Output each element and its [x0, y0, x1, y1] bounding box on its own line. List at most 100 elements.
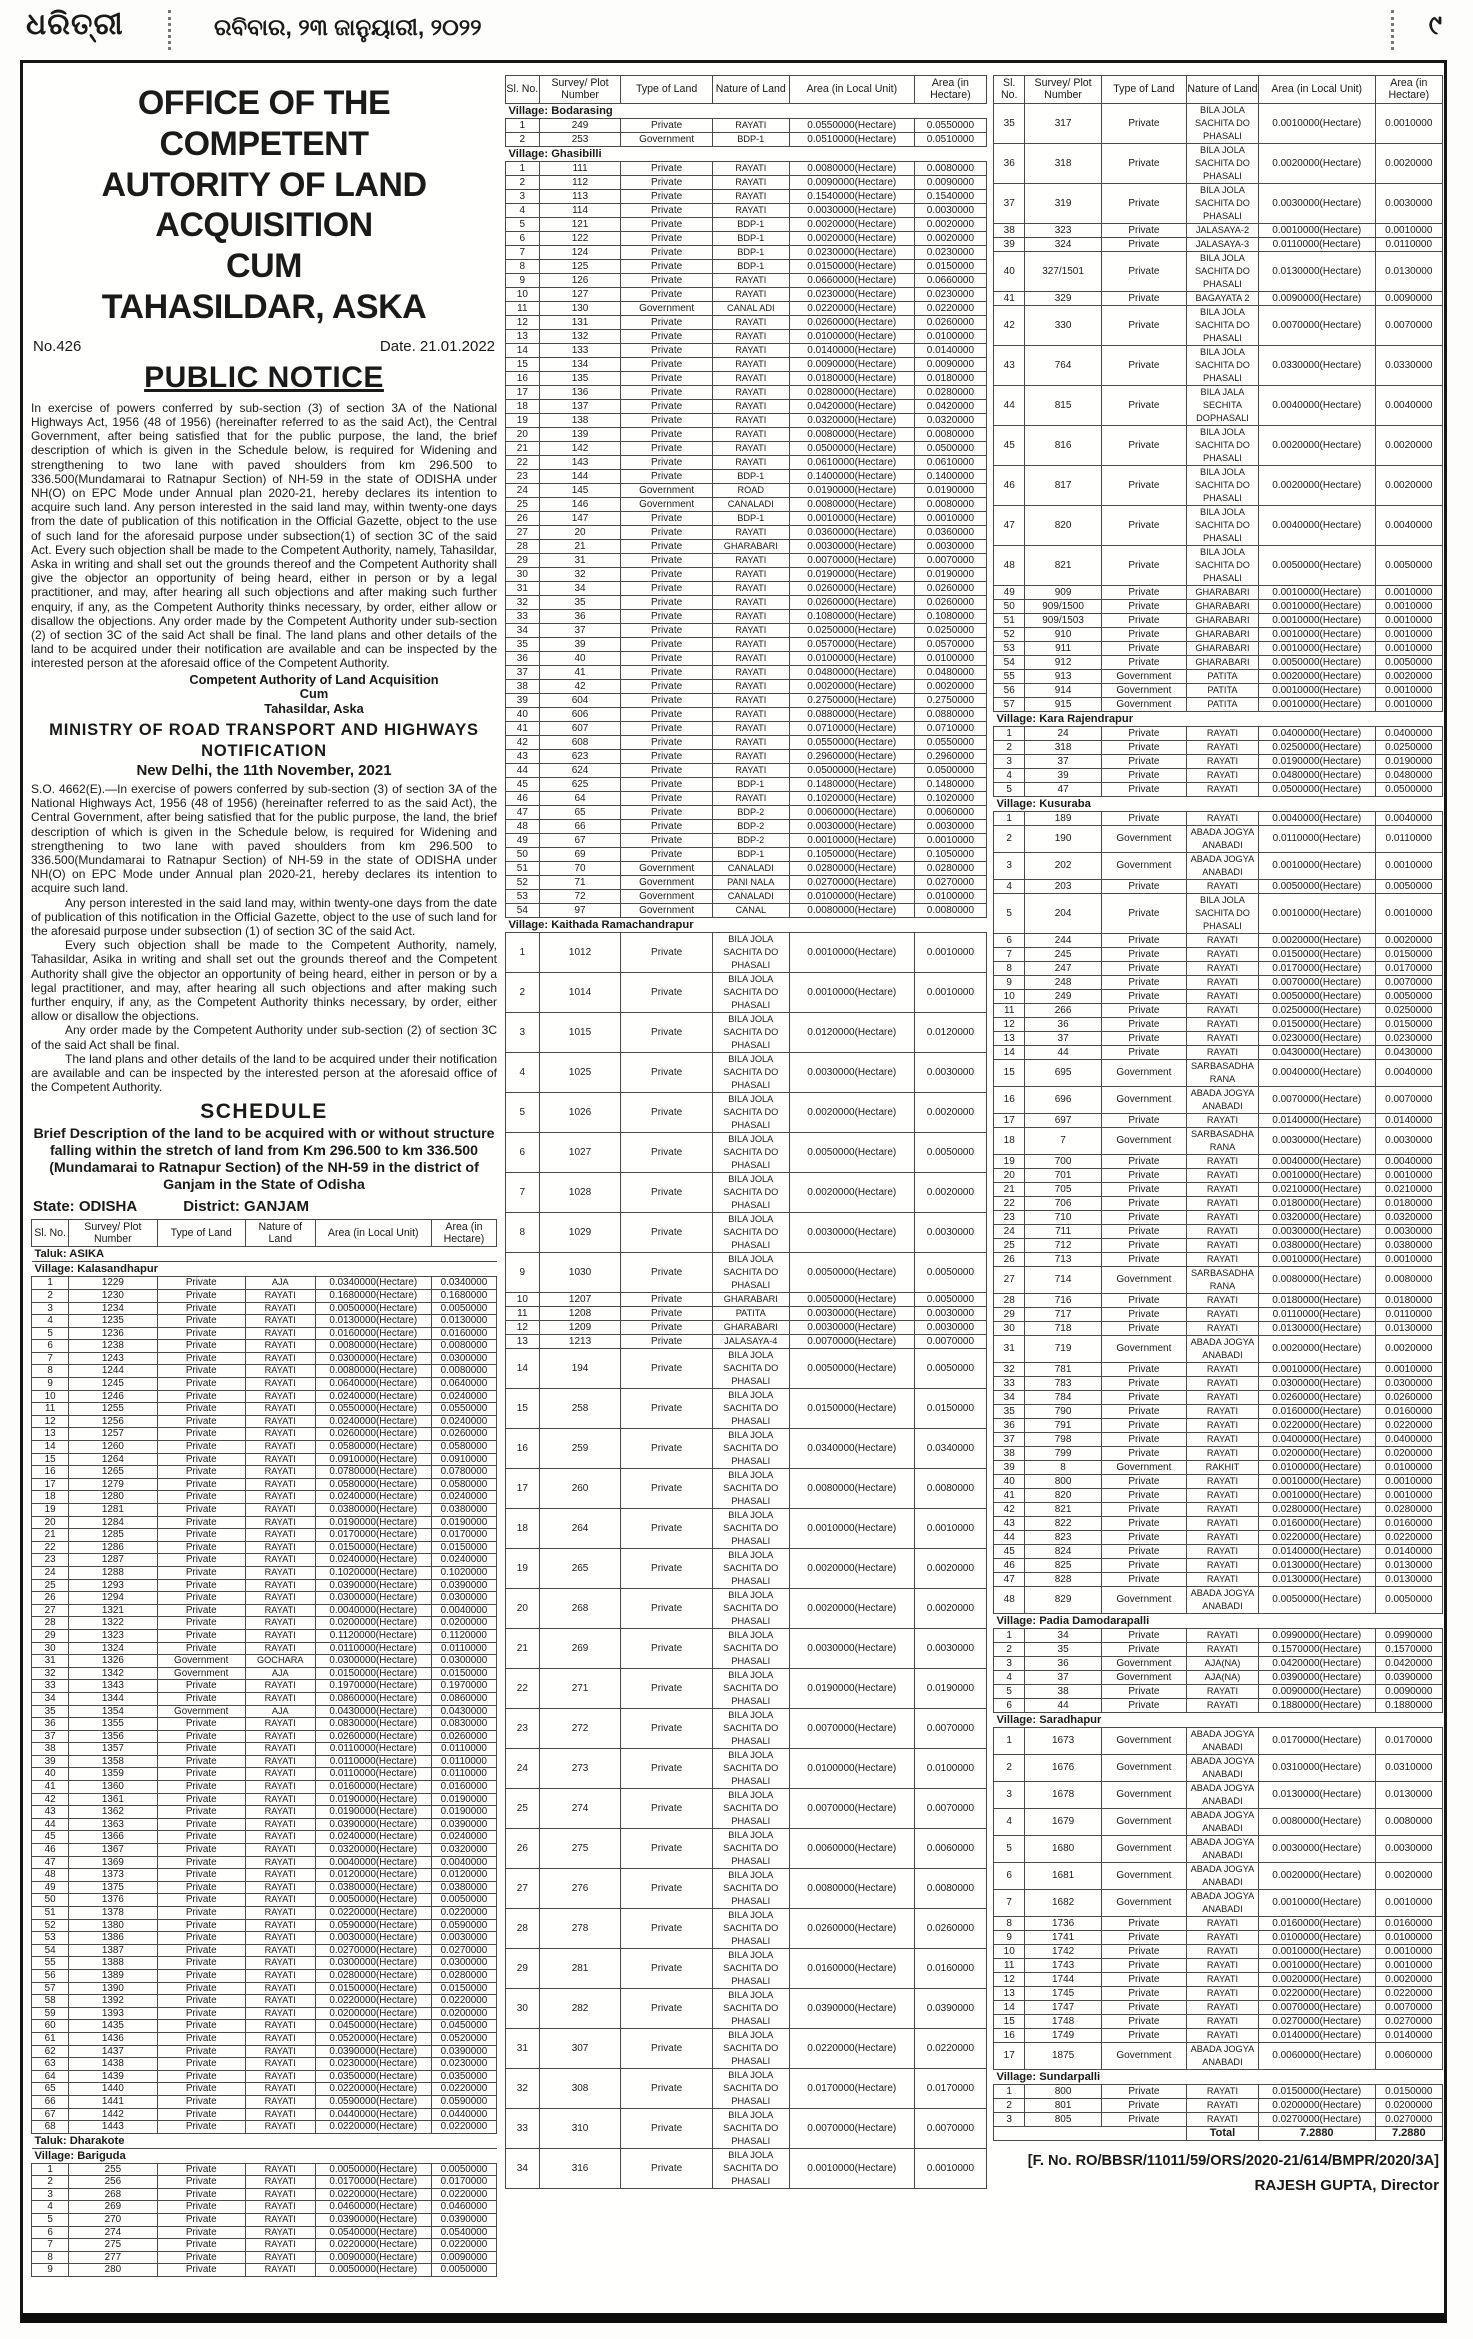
- table-row: 51 1378 Private RAYATI 0.0220000(Hectare) 0.0…: [31, 1906, 497, 1920]
- table-cell: BILA JOLA SACHITA DO PHASALI: [711, 1547, 790, 1589]
- table-cell: 0.0010000(Hectare): [788, 2147, 915, 2189]
- table-cell: 0.0260000: [913, 580, 987, 596]
- table-row: 17 697 Private RAYATI 0.0140000(Hectare) 0.01…: [993, 1112, 1443, 1128]
- table-cell: 8: [31, 2250, 70, 2265]
- table-cell: Private: [156, 1805, 246, 1819]
- table-cell: 65: [31, 2082, 70, 2096]
- table-row: 56 914 Government PATITA 0.0010000(Hectare) 0…: [993, 682, 1443, 698]
- table-cell: Private: [156, 1641, 246, 1656]
- table-cell: 0.0040000(Hectare): [1257, 810, 1376, 826]
- table-cell: Private: [1100, 384, 1188, 426]
- table-row: 5 204 Private BILA JOLA SACHITA DO PHASALI 0…: [993, 892, 1443, 934]
- table-cell: 38: [993, 222, 1026, 238]
- table-cell: RAYATI: [1186, 2097, 1259, 2113]
- table-cell: 1359: [68, 1767, 158, 1782]
- table-row: 6 274 Private RAYATI 0.0540000(Hectare) 0.054…: [31, 2225, 497, 2240]
- table-cell: Private: [1100, 1167, 1188, 1183]
- table-cell: 0.1680000: [430, 1288, 497, 1303]
- table-cell: 0.0240000(Hectare): [314, 1490, 432, 1504]
- table-cell: 269: [538, 1627, 622, 1669]
- table-cell: Private: [1100, 2097, 1188, 2113]
- table-row: 24 273 Private BILA JOLA SACHITA DO PHASALI…: [505, 1747, 987, 1789]
- table-cell: 4: [993, 878, 1026, 894]
- table-row: 39 604 Private RAYATI 0.2750000(Hectare) 0.27…: [505, 692, 987, 708]
- table-cell: 1: [993, 1726, 1026, 1755]
- table-row: 24 711 Private RAYATI 0.0030000(Hectare) 0.00…: [993, 1223, 1443, 1239]
- table-cell: 3: [505, 188, 540, 204]
- table-cell: Private: [620, 258, 713, 274]
- table-cell: 0.0550000(Hectare): [788, 734, 915, 750]
- table-cell: 0.0020000: [1374, 1971, 1443, 1987]
- table-cell: 0.0090000(Hectare): [1257, 1683, 1376, 1699]
- table-cell: 0.0070000(Hectare): [1257, 1085, 1376, 1114]
- table-cell: Private: [1100, 612, 1188, 628]
- table-cell: Private: [1100, 1195, 1188, 1211]
- left-column: OFFICE OF THE COMPETENT AUTORITY OF LAND …: [31, 69, 497, 2313]
- table-row: 57 1390 Private RAYATI 0.0150000(Hectare) 0.0…: [31, 1981, 497, 1996]
- table-cell: Private: [156, 1377, 246, 1391]
- table-cell: 0.0500000: [913, 762, 987, 778]
- table-cell: 37: [993, 182, 1026, 224]
- table-cell: Private: [620, 370, 713, 386]
- table-cell: Private: [1100, 1030, 1188, 1046]
- table-cell: 0.0450000: [430, 2019, 497, 2033]
- table-cell: Private: [1100, 1929, 1188, 1945]
- schedule-table-left: Sl. No. Survey/ Plot Number Type of Land Na…: [31, 1218, 497, 2278]
- table-cell: 0.0660000: [913, 272, 987, 288]
- table-cell: Private: [1100, 1515, 1188, 1531]
- table-cell: BILA JOLA SACHITA DO PHASALI: [711, 1347, 790, 1389]
- table-cell: 0.0010000: [1374, 102, 1443, 144]
- table-cell: RAYATI: [1186, 878, 1259, 894]
- table-cell: 54: [31, 1943, 70, 1958]
- table-cell: RAYATI: [244, 1767, 316, 1782]
- table-cell: Private: [156, 2187, 246, 2202]
- table-cell: 0.0010000(Hectare): [1257, 626, 1376, 642]
- table-cell: BILA JOLA SACHITA DO PHASALI: [711, 2107, 790, 2149]
- table-cell: Government: [1100, 682, 1188, 698]
- table-cell: 270: [68, 2213, 158, 2227]
- table-cell: 5: [993, 1683, 1026, 1699]
- table-cell: AJA(NA): [1186, 1669, 1259, 1685]
- table-cell: 1243: [68, 1351, 158, 1366]
- table-cell: 0.0020000(Hectare): [1257, 1334, 1376, 1363]
- table-cell: 19: [31, 1503, 70, 1517]
- table-cell: 1: [31, 1276, 70, 1290]
- table-cell: Private: [156, 1528, 246, 1542]
- table-cell: Private: [156, 1968, 246, 1983]
- table-row: 27 1321 Private RAYATI 0.0040000(Hectare) 0.0…: [31, 1603, 497, 1618]
- table-cell: 7: [1024, 1126, 1102, 1155]
- table-cell: 0.0050000: [430, 1893, 497, 1907]
- table-cell: 0.0020000: [913, 1587, 987, 1629]
- table-cell: Government: [1100, 851, 1188, 880]
- table-cell: 0.0150000: [430, 1666, 497, 1681]
- table-cell: 0.0080000: [430, 1339, 497, 1353]
- table-cell: RAYATI: [1186, 1417, 1259, 1433]
- table-cell: 15: [505, 356, 540, 372]
- table-cell: 0.0080000(Hectare): [788, 496, 915, 512]
- table-cell: 7: [505, 244, 540, 260]
- table-cell: RAYATI: [1186, 1002, 1259, 1018]
- section-label: Village: Kara Rajendrapur: [993, 710, 1443, 727]
- table-cell: 18: [31, 1490, 70, 1504]
- column-header: Type of Land: [1100, 75, 1188, 104]
- table-cell: 0.0080000(Hectare): [788, 1467, 915, 1509]
- table-cell: Private: [1100, 102, 1188, 144]
- table-cell: BILA JOLA SACHITA DO PHASALI: [711, 1907, 790, 1949]
- table-cell: 0.0070000(Hectare): [788, 2107, 915, 2149]
- table-cell: 27: [505, 524, 540, 540]
- table-cell: 0.0280000: [430, 1968, 497, 1983]
- table-cell: 9: [31, 1377, 70, 1391]
- table-cell: Private: [1100, 2111, 1188, 2127]
- table-cell: 0.0270000(Hectare): [1257, 2013, 1376, 2029]
- table-row: 27 20 Private RAYATI 0.0360000(Hectare) 0.036…: [505, 524, 987, 540]
- table-cell: 1440: [68, 2082, 158, 2096]
- table-cell: Private: [620, 426, 713, 442]
- table-cell: Private: [1100, 1683, 1188, 1699]
- table-cell: 0.0090000: [430, 2250, 497, 2265]
- table-cell: Private: [620, 1827, 713, 1869]
- table-cell: 0.0020000(Hectare): [788, 678, 915, 694]
- table-cell: 0.1570000(Hectare): [1257, 1641, 1376, 1657]
- table-row: 9 1030 Private BILA JOLA SACHITA DO PHASALI…: [505, 1251, 987, 1293]
- table-cell: 0.0220000: [1374, 1985, 1443, 2001]
- table-row: 14 1260 Private RAYATI 0.0580000(Hectare) 0.0…: [31, 1440, 497, 1454]
